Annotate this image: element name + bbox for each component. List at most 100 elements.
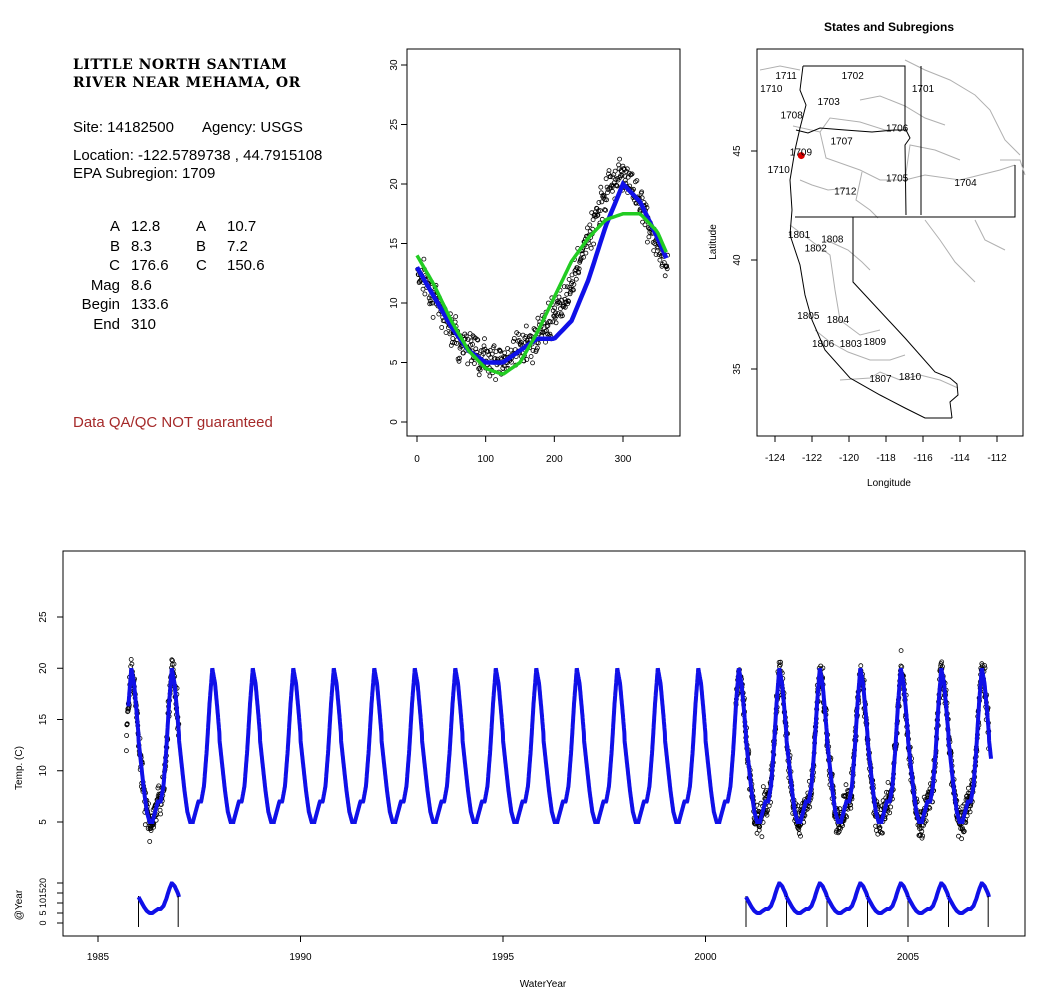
region-label: 1707 <box>830 136 853 147</box>
scatter-point <box>564 291 570 297</box>
observed-point <box>777 662 783 668</box>
scatter-point <box>420 286 426 292</box>
scatter-point <box>453 314 459 320</box>
scatter-point <box>482 336 487 342</box>
scatter-point <box>523 334 529 340</box>
scatter-point <box>487 348 493 353</box>
observed-point <box>765 808 771 813</box>
scatter-point <box>561 284 567 290</box>
scatter-point <box>518 339 524 345</box>
region-label: 1711 <box>775 71 797 82</box>
y-tick-label: 15 <box>38 714 49 726</box>
observed-point <box>873 823 878 829</box>
param-label: A <box>109 218 120 235</box>
timeseries-frame <box>62 550 1026 937</box>
scatter-point <box>502 350 508 356</box>
observed-point <box>757 824 763 830</box>
scatter-point <box>631 186 636 192</box>
scatter-point <box>524 338 530 344</box>
scatter-point <box>547 331 553 337</box>
observed-point <box>888 804 894 810</box>
param-label: Mag <box>90 276 120 294</box>
scatter-point <box>634 178 640 184</box>
scatter-point <box>566 276 572 282</box>
scatter-point <box>585 225 590 231</box>
y-tick-label: 25 <box>38 611 49 623</box>
y-tick-label: 5 <box>389 359 400 365</box>
timeseries-blue-fit-line <box>126 667 993 824</box>
param-value: 133.6 <box>131 296 169 313</box>
scatter-point <box>664 266 670 272</box>
observed-point <box>959 836 964 842</box>
scatter-point <box>471 361 477 366</box>
scatter-point <box>645 239 650 245</box>
scatter-point <box>604 197 609 203</box>
map-y-axis-label: Latitude <box>708 224 719 260</box>
x-tick-label: -112 <box>987 453 1007 464</box>
scatter-point <box>570 279 575 285</box>
x-tick-label: -124 <box>765 453 785 464</box>
scatter-point <box>628 172 634 178</box>
state-boundary <box>852 217 959 419</box>
scatter-point <box>544 328 549 334</box>
region-label: 1804 <box>827 315 850 326</box>
scatter-point <box>465 337 471 343</box>
scatter-point <box>603 207 608 213</box>
scatter-point <box>550 319 556 325</box>
observed-point <box>843 782 849 788</box>
observed-point <box>764 812 770 818</box>
observed-point <box>884 789 889 795</box>
site-id-text: Site: 14182500 <box>73 119 174 136</box>
scatter-point <box>614 183 620 189</box>
scatter-point <box>560 313 565 319</box>
site-title-line1: LITTLE NORTH SANTIAM <box>73 57 288 73</box>
observed-point <box>835 830 841 836</box>
seasonal-scatter-chart: 0 100 200 300 0 5 10 15 20 25 30 <box>389 48 681 465</box>
y-tick-label: 40 <box>732 254 743 266</box>
timeseries-y-axis-label: Temp. (C) <box>14 746 25 790</box>
map-region-labels: 1711 1702 1710 1701 1703 1708 1706 1707 1709 1710… <box>760 71 977 385</box>
param-value: 12.8 <box>131 218 161 235</box>
scatter-point <box>535 345 540 351</box>
scatter-point <box>597 208 603 214</box>
observed-point <box>966 785 971 791</box>
observed-point <box>128 657 134 662</box>
y-tick-label: 30 <box>389 59 400 71</box>
scatter-point <box>496 347 502 353</box>
param-values-col2: 10.7 7.2 150.6 <box>227 217 265 276</box>
observed-point <box>151 824 157 830</box>
y-tick-label: 20 <box>38 878 48 888</box>
scatter-point <box>524 357 530 362</box>
y-tick-label: 45 <box>732 145 743 157</box>
observed-point <box>858 663 864 669</box>
y-tick-label: 10 <box>38 898 48 908</box>
y-tick-label: 0 <box>389 419 400 425</box>
scatter-point <box>651 248 657 254</box>
param-label: End <box>93 315 120 333</box>
scatter-point <box>498 355 504 361</box>
scatter-point <box>456 358 462 364</box>
scatter-point <box>545 323 551 329</box>
scatter-point <box>624 166 630 172</box>
x-tick-label: 2005 <box>897 952 920 963</box>
scatter-point <box>450 336 456 341</box>
region-label: 1806 <box>812 339 835 350</box>
scatter-point <box>476 372 482 378</box>
scatter-point <box>470 341 475 347</box>
qc-note: Data QA/QC NOT guaranteed <box>73 414 273 431</box>
scatter-point <box>463 333 469 339</box>
x-tick-label: 2000 <box>694 952 717 963</box>
y-tick-label: 35 <box>732 363 743 375</box>
region-label: 1702 <box>842 71 865 82</box>
scatter-point <box>552 305 558 311</box>
scatter-point <box>571 281 577 287</box>
scatter-point <box>571 287 576 293</box>
observed-point <box>760 784 766 789</box>
observed-point <box>157 807 163 813</box>
scatter-point <box>548 319 553 325</box>
scatter-point <box>610 188 615 194</box>
subregion-boundary <box>1000 159 1026 176</box>
y-tick-label: 15 <box>389 238 400 250</box>
